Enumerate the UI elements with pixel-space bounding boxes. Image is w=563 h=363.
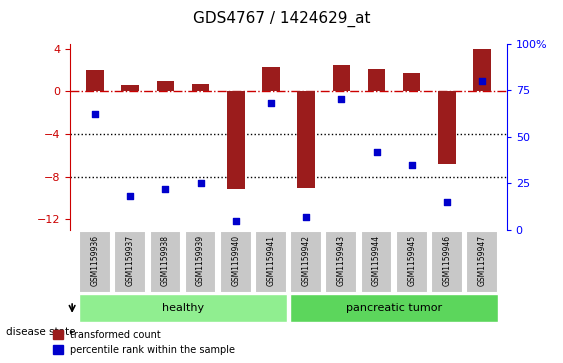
Text: GSM1159945: GSM1159945: [407, 235, 416, 286]
Bar: [297, 91, 315, 188]
Text: GSM1159937: GSM1159937: [126, 235, 135, 286]
Text: GSM1159942: GSM1159942: [302, 235, 311, 286]
Text: GSM1159939: GSM1159939: [196, 235, 205, 286]
Text: GSM1159946: GSM1159946: [443, 235, 452, 286]
FancyBboxPatch shape: [114, 231, 146, 293]
Text: GSM1159938: GSM1159938: [161, 235, 170, 286]
Text: GSM1159943: GSM1159943: [337, 235, 346, 286]
FancyBboxPatch shape: [291, 294, 498, 322]
FancyBboxPatch shape: [396, 231, 427, 293]
FancyBboxPatch shape: [79, 231, 111, 293]
Point: [337, 97, 346, 102]
Point: [302, 214, 311, 220]
Text: healthy: healthy: [162, 303, 204, 313]
Bar: [157, 81, 174, 91]
Text: GSM1159940: GSM1159940: [231, 235, 240, 286]
Point: [372, 149, 381, 155]
Bar: [403, 73, 421, 91]
Text: disease state: disease state: [6, 327, 75, 337]
Text: GDS4767 / 1424629_at: GDS4767 / 1424629_at: [193, 11, 370, 27]
Point: [266, 100, 275, 106]
FancyBboxPatch shape: [79, 294, 287, 322]
Text: GSM1159947: GSM1159947: [477, 235, 486, 286]
FancyBboxPatch shape: [220, 231, 252, 293]
Bar: [122, 85, 139, 91]
FancyBboxPatch shape: [361, 231, 392, 293]
FancyBboxPatch shape: [291, 231, 322, 293]
Point: [231, 218, 240, 224]
FancyBboxPatch shape: [325, 231, 357, 293]
Legend: transformed count, percentile rank within the sample: transformed count, percentile rank withi…: [50, 327, 238, 358]
Point: [91, 111, 100, 117]
FancyBboxPatch shape: [185, 231, 216, 293]
Text: pancreatic tumor: pancreatic tumor: [346, 303, 442, 313]
Point: [407, 162, 416, 168]
Bar: [368, 69, 385, 91]
Text: GSM1159944: GSM1159944: [372, 235, 381, 286]
FancyBboxPatch shape: [431, 231, 463, 293]
Bar: [86, 70, 104, 91]
FancyBboxPatch shape: [150, 231, 181, 293]
Point: [161, 186, 170, 192]
Text: GSM1159936: GSM1159936: [91, 235, 100, 286]
FancyBboxPatch shape: [255, 231, 287, 293]
Bar: [192, 84, 209, 91]
Bar: [333, 65, 350, 91]
Bar: [227, 91, 244, 189]
Bar: [473, 49, 491, 91]
Point: [443, 199, 452, 205]
Point: [126, 193, 135, 199]
Text: GSM1159941: GSM1159941: [266, 235, 275, 286]
Bar: [438, 91, 455, 164]
Point: [477, 78, 486, 84]
FancyBboxPatch shape: [466, 231, 498, 293]
Bar: [262, 67, 280, 91]
Point: [196, 180, 205, 186]
